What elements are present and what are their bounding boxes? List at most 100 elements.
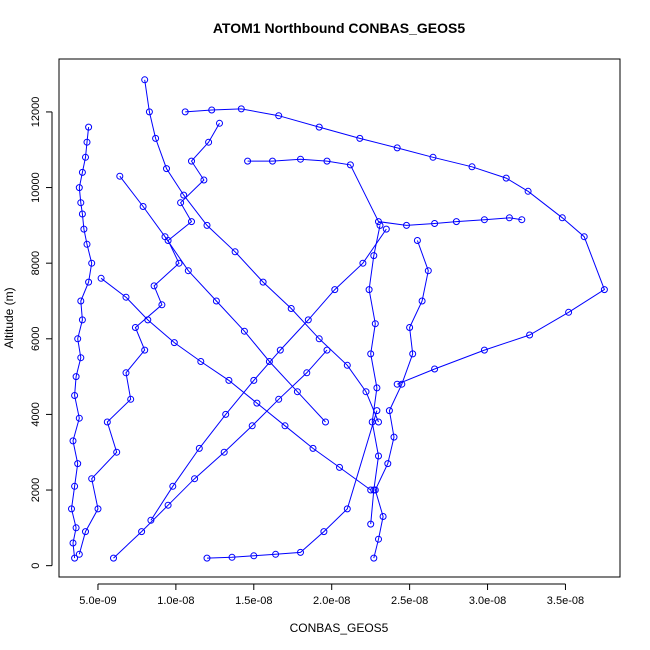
data-point [393, 380, 401, 388]
series-line [206, 410, 378, 559]
data-point [406, 324, 414, 331]
data-point [429, 153, 437, 161]
data-point [177, 199, 185, 207]
data-point [69, 539, 77, 547]
series-line [70, 127, 93, 559]
data-series [370, 237, 432, 562]
data-point [191, 475, 199, 483]
series-layer [68, 76, 608, 562]
series-line [373, 240, 429, 559]
data-point [78, 316, 86, 324]
data-point [382, 225, 390, 233]
data-series [147, 225, 390, 524]
data-point [390, 433, 398, 441]
data-point [161, 233, 169, 241]
data-series [68, 123, 96, 562]
x-axis-label: CONBAS_GEOS5 [290, 621, 389, 635]
data-point [367, 520, 375, 528]
data-point [580, 233, 588, 241]
data-point [77, 297, 85, 305]
data-point [452, 218, 460, 226]
data-point [424, 267, 432, 275]
data-point [418, 297, 426, 305]
y-tick-label: 10000 [30, 172, 42, 203]
data-point [75, 550, 83, 558]
data-point [152, 134, 160, 142]
data-point [480, 346, 488, 354]
data-point [71, 392, 79, 399]
data-point [88, 259, 96, 267]
series-line [185, 108, 606, 385]
data-point [94, 505, 102, 513]
data-point [244, 157, 252, 165]
x-tick-label: 1.5e-08 [235, 595, 272, 607]
data-point [297, 155, 304, 163]
data-point [379, 513, 387, 520]
data-point [502, 174, 510, 182]
data-point [72, 373, 80, 381]
data-point [600, 286, 608, 294]
data-point [370, 252, 378, 260]
data-point [77, 354, 85, 362]
series-line [247, 158, 522, 226]
data-point [320, 528, 328, 536]
data-point [225, 376, 233, 384]
data-point [359, 259, 367, 267]
y-axis: 0 2000 4000 6000 8000 10000 12000 [30, 97, 53, 569]
data-point [315, 335, 323, 343]
x-tick-label: 2.0e-08 [313, 595, 350, 607]
data-point [180, 191, 188, 199]
data-point [303, 369, 311, 377]
series-line [150, 228, 387, 521]
x-tick-label: 3.5e-08 [547, 595, 584, 607]
y-axis-label: Altitude (m) [2, 287, 16, 348]
data-point [175, 259, 183, 267]
data-point [203, 554, 211, 562]
data-point [253, 399, 261, 407]
data-point [228, 553, 236, 561]
data-point [315, 123, 323, 131]
data-point [275, 395, 283, 403]
data-point [231, 248, 239, 256]
data-point [74, 335, 82, 343]
data-point [304, 316, 312, 324]
data-point [141, 76, 149, 84]
data-point [69, 437, 77, 445]
data-point [181, 108, 189, 116]
data-point [169, 482, 177, 490]
data-point [71, 554, 79, 562]
y-tick-label: 2000 [30, 478, 42, 502]
data-point [77, 199, 85, 207]
data-point [336, 463, 343, 471]
data-series [365, 221, 384, 528]
data-point [145, 108, 153, 116]
data-point [375, 535, 382, 543]
data-point [78, 168, 86, 176]
data-point [147, 516, 155, 524]
data-series [75, 119, 223, 558]
data-point [250, 376, 258, 384]
data-point [97, 274, 105, 282]
x-tick-label: 3.0e-08 [469, 595, 506, 607]
data-point [82, 528, 89, 536]
y-tick-label: 4000 [30, 402, 42, 426]
data-series [116, 172, 329, 426]
data-point [346, 161, 354, 169]
y-tick-label: 6000 [30, 327, 42, 351]
data-point [220, 448, 228, 456]
data-point [116, 172, 124, 180]
data-point [122, 369, 130, 377]
data-point [468, 163, 476, 171]
data-point [88, 475, 96, 483]
data-point [222, 410, 230, 418]
data-point [188, 157, 195, 165]
data-point [309, 444, 317, 452]
data-point [82, 153, 89, 161]
data-point [505, 214, 513, 222]
data-point [75, 414, 83, 422]
data-point [250, 552, 258, 560]
data-point [80, 225, 88, 233]
data-point [413, 237, 421, 244]
data-point [409, 350, 417, 358]
